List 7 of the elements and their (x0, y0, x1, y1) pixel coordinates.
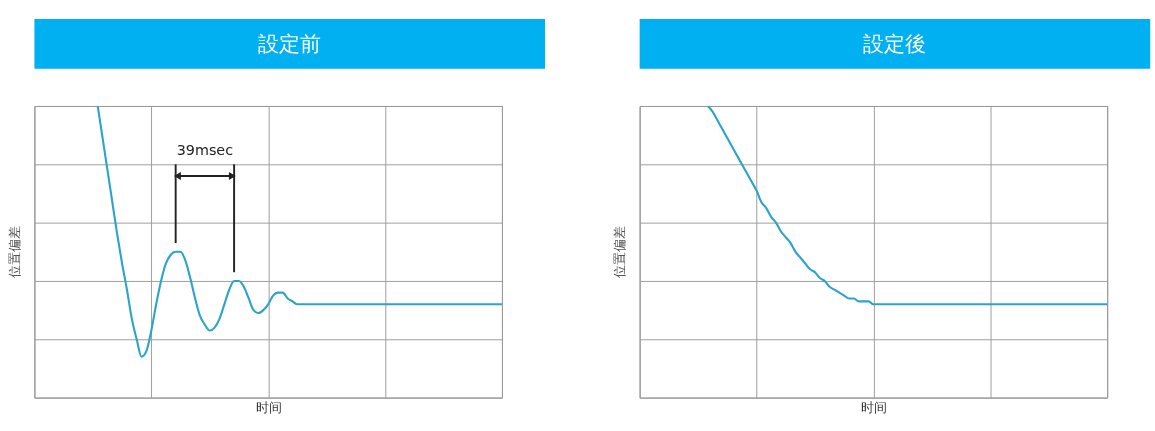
chart-title: 設定前 (258, 30, 322, 56)
y-axis-title: 位置偏差 (611, 226, 627, 279)
x-axis-title: 时间 (860, 400, 887, 416)
chart-title: 設定後 (863, 30, 927, 56)
y-axis-title: 位置偏差 (6, 226, 22, 279)
x-axis-title: 时间 (255, 400, 282, 416)
annotation: 39msec (176, 141, 234, 158)
